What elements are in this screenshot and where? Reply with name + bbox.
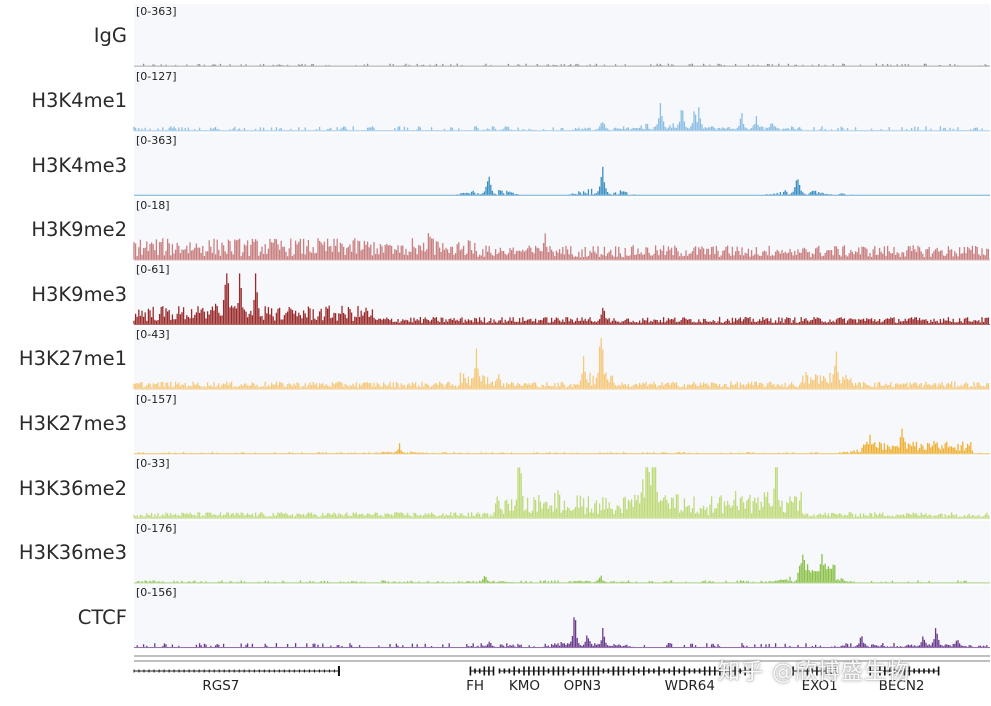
gene-rgs7 [133, 666, 340, 676]
data-range-label: [0-156] [136, 586, 177, 600]
data-range-label: [0-157] [136, 392, 177, 406]
track-panel [134, 133, 990, 197]
track-panel [134, 4, 990, 68]
track-h3k9me2 [133, 197, 990, 262]
signal-h3k9me2 [133, 233, 990, 260]
signal-ctcf [136, 617, 988, 647]
track-h3k4me1 [133, 68, 990, 133]
track-panel [134, 391, 990, 456]
gene-exons [498, 666, 555, 676]
track-h3k4me3 [134, 133, 990, 197]
track-panel [134, 585, 990, 649]
gene-exons [552, 666, 615, 676]
data-range-label: [0-176] [136, 521, 177, 535]
signal-h3k9me3 [133, 273, 990, 324]
track-label-igg: IgG [93, 24, 127, 48]
data-range-label: [0-127] [136, 69, 177, 83]
track-panel [134, 327, 990, 391]
track-panel [134, 520, 990, 585]
track-h3k27me1 [133, 327, 990, 391]
track-igg [134, 4, 990, 68]
watermark: 知乎 @欣博盛生物 [718, 660, 910, 685]
signal-h3k27me1 [133, 338, 990, 389]
signal-h3k27me3 [138, 428, 982, 454]
gene-annotation-track [133, 655, 990, 676]
gene-label-kmo: KMO [508, 678, 540, 694]
data-range-label: [0-363] [136, 5, 177, 18]
gene-exons [469, 666, 495, 676]
track-panel [134, 456, 990, 520]
gene-kmo [498, 666, 555, 676]
gene-label-fh: FH [466, 678, 484, 694]
track-h3k36me3 [134, 520, 990, 585]
track-label-ctcf: CTCF [77, 605, 127, 629]
track-label-h3k27me1: H3K27me1 [18, 347, 127, 371]
gene-exons [612, 666, 752, 676]
track-label-h3k36me2: H3K36me2 [18, 476, 127, 500]
track-label-h3k9me2: H3K9me2 [31, 218, 127, 242]
data-range-label: [0-43] [136, 328, 170, 341]
gene-wdr64 [612, 666, 752, 676]
gene-exo1 [792, 666, 837, 676]
track-ctcf [134, 585, 990, 649]
data-range-label: [0-18] [136, 198, 170, 212]
track-h3k27me3 [134, 391, 990, 456]
gene-exons [869, 666, 940, 676]
signal-igg [142, 63, 988, 66]
signal-h3k4me1 [133, 103, 983, 131]
signal-h3k36me3 [136, 554, 967, 583]
gene-becn2 [869, 666, 940, 676]
signal-h3k4me3 [456, 166, 854, 195]
gene-fh [469, 666, 495, 676]
data-range-label: [0-363] [136, 134, 177, 148]
data-range-label: [0-61] [136, 263, 170, 277]
track-label-h3k4me3: H3K4me3 [31, 153, 127, 177]
gene-exon-end [337, 666, 340, 676]
gene-label-wdr64: WDR64 [664, 678, 715, 694]
track-label-h3k4me1: H3K4me1 [31, 88, 127, 112]
track-label-h3k36me3: H3K36me3 [18, 541, 127, 565]
track-h3k36me2 [133, 456, 990, 520]
gene-opn3 [552, 666, 615, 676]
gene-label-exo1: EXO1 [801, 678, 838, 694]
gene-label-becn2: BECN2 [878, 678, 925, 694]
signal-h3k36me2 [133, 467, 990, 518]
gene-exons [792, 666, 837, 676]
gene-exons [133, 669, 340, 673]
data-range-label: [0-33] [136, 457, 170, 471]
track-label-h3k9me3: H3K9me3 [31, 282, 127, 306]
track-label-h3k27me3: H3K27me3 [18, 411, 127, 435]
gene-label-opn3: OPN3 [563, 678, 602, 694]
track-h3k9me3 [133, 262, 990, 326]
gene-label-rgs7: RGS7 [202, 678, 240, 694]
track-panel [134, 68, 990, 133]
